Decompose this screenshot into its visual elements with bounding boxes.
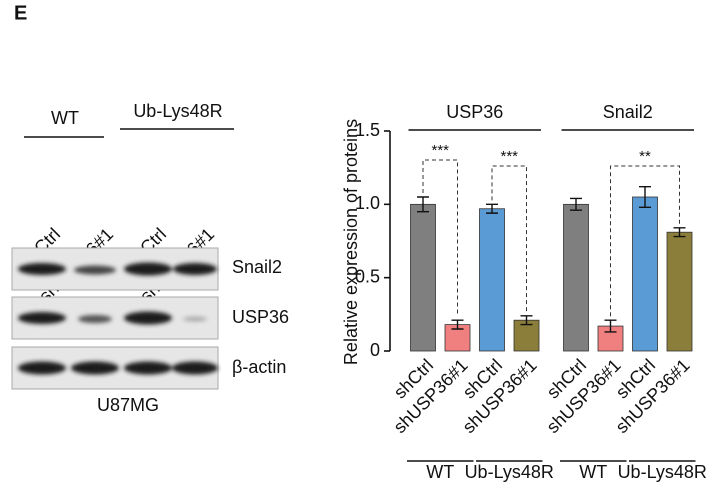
blot-row-label: Snail2 — [232, 257, 282, 277]
bar — [479, 208, 505, 352]
y-tick-label: 0 — [370, 340, 380, 360]
error-bar — [417, 196, 429, 213]
bar — [513, 319, 540, 352]
subgroup-label: Ub-Lys48R — [618, 462, 707, 482]
blot-panel — [11, 346, 219, 390]
blot-row-label: β-actin — [232, 357, 286, 377]
error-bar — [604, 319, 617, 333]
significance-bracket — [610, 165, 680, 317]
error-bar — [639, 186, 651, 208]
group-label: USP36 — [446, 102, 503, 122]
significance-label: *** — [431, 142, 449, 159]
subgroup-label: Ub-Lys48R — [465, 462, 554, 482]
blot-condition: Ub-Lys48R — [133, 101, 222, 121]
subgroup-label: WT — [579, 462, 607, 482]
error-bar — [520, 315, 533, 326]
blot-panel — [11, 296, 219, 340]
error-bar — [486, 203, 498, 214]
y-tick-label: 0.5 — [355, 266, 380, 286]
y-tick-label: 1.5 — [355, 120, 380, 140]
significance-label: ** — [639, 148, 651, 165]
bar — [666, 231, 693, 352]
significance-bracket — [491, 165, 527, 312]
blot-row-label: USP36 — [232, 307, 289, 327]
group-label: Snail2 — [603, 102, 653, 122]
y-axis-title: Relative expression of proteins — [341, 119, 361, 365]
error-bar — [570, 197, 582, 211]
error-bar — [451, 319, 464, 330]
error-bar — [673, 227, 686, 238]
bar — [632, 196, 658, 352]
significance-label: *** — [500, 148, 518, 165]
blot-condition: WT — [51, 108, 79, 128]
bar — [563, 203, 589, 352]
blot-panel — [11, 247, 219, 291]
y-tick-label: 1.0 — [355, 193, 380, 213]
panel-label: E — [14, 2, 27, 24]
subgroup-label: WT — [426, 462, 454, 482]
significance-bracket — [422, 159, 458, 317]
bar — [410, 203, 436, 352]
cell-line: U87MG — [97, 395, 159, 415]
